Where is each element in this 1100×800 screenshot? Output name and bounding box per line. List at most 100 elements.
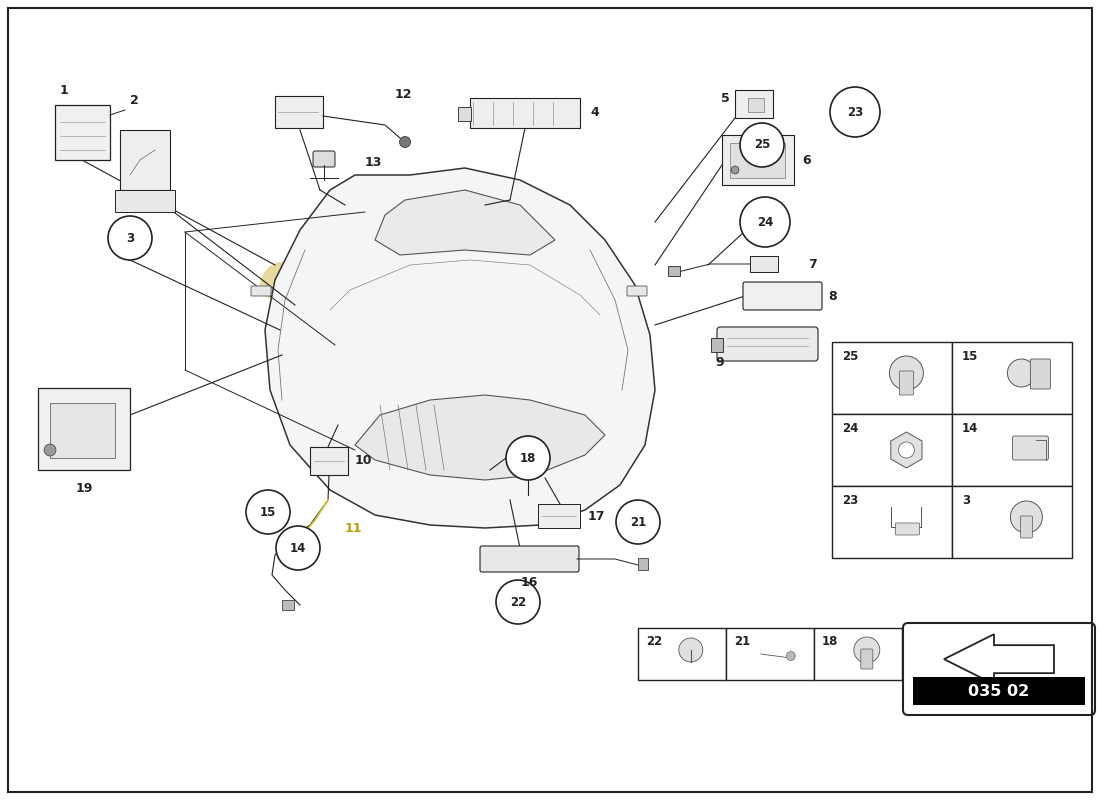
Bar: [638, 628, 726, 680]
Text: 23: 23: [847, 106, 864, 118]
Text: 9: 9: [715, 355, 724, 369]
FancyBboxPatch shape: [861, 649, 872, 669]
FancyBboxPatch shape: [730, 143, 785, 178]
FancyBboxPatch shape: [55, 105, 110, 160]
FancyBboxPatch shape: [538, 504, 580, 528]
Text: 22: 22: [646, 635, 662, 648]
Text: 21: 21: [630, 515, 646, 529]
FancyBboxPatch shape: [711, 338, 723, 352]
Circle shape: [679, 638, 703, 662]
Bar: [814, 628, 902, 680]
Text: 11: 11: [345, 522, 363, 534]
Text: 10: 10: [355, 454, 373, 467]
Bar: [726, 628, 814, 680]
Text: 1: 1: [60, 83, 68, 97]
FancyBboxPatch shape: [116, 190, 175, 212]
Circle shape: [899, 442, 914, 458]
Circle shape: [740, 123, 784, 167]
FancyBboxPatch shape: [748, 98, 764, 112]
Circle shape: [44, 444, 56, 456]
Circle shape: [399, 137, 410, 147]
Text: 24: 24: [757, 215, 773, 229]
Text: 035 02: 035 02: [968, 683, 1030, 698]
Text: 17: 17: [588, 510, 605, 522]
Circle shape: [276, 526, 320, 570]
FancyBboxPatch shape: [742, 282, 822, 310]
Bar: [832, 342, 952, 414]
FancyBboxPatch shape: [39, 388, 130, 470]
FancyBboxPatch shape: [310, 447, 348, 475]
FancyBboxPatch shape: [903, 623, 1094, 715]
Bar: [952, 414, 1072, 486]
Text: 12: 12: [395, 89, 412, 102]
Circle shape: [740, 197, 790, 247]
FancyBboxPatch shape: [638, 558, 648, 570]
Text: 14: 14: [289, 542, 306, 554]
FancyBboxPatch shape: [251, 286, 271, 296]
FancyBboxPatch shape: [1031, 359, 1050, 389]
FancyBboxPatch shape: [480, 546, 579, 572]
Circle shape: [616, 500, 660, 544]
Circle shape: [854, 637, 880, 663]
FancyBboxPatch shape: [120, 130, 170, 190]
Text: 18: 18: [520, 451, 536, 465]
FancyBboxPatch shape: [458, 107, 471, 121]
Circle shape: [1008, 359, 1035, 387]
FancyBboxPatch shape: [895, 523, 920, 535]
Text: 7: 7: [808, 258, 816, 270]
Bar: [913, 677, 1085, 705]
Text: 22: 22: [510, 595, 526, 609]
Circle shape: [732, 166, 739, 174]
FancyBboxPatch shape: [1012, 436, 1048, 460]
Text: 8: 8: [828, 290, 837, 302]
FancyBboxPatch shape: [282, 600, 294, 610]
Text: 25: 25: [754, 138, 770, 151]
Text: eurocars: eurocars: [250, 240, 611, 400]
Circle shape: [496, 580, 540, 624]
Circle shape: [506, 436, 550, 480]
Text: a passion for parts since 1985: a passion for parts since 1985: [280, 398, 538, 482]
FancyBboxPatch shape: [722, 135, 794, 185]
FancyBboxPatch shape: [275, 96, 323, 128]
Circle shape: [890, 356, 923, 390]
FancyBboxPatch shape: [717, 327, 818, 361]
Polygon shape: [355, 395, 605, 480]
Text: 15: 15: [962, 350, 978, 363]
Polygon shape: [265, 168, 654, 528]
Text: 4: 4: [590, 106, 598, 119]
FancyBboxPatch shape: [314, 151, 336, 167]
Polygon shape: [375, 190, 556, 255]
Text: 23: 23: [842, 494, 858, 507]
FancyBboxPatch shape: [50, 403, 116, 458]
Text: 19: 19: [75, 482, 92, 494]
Circle shape: [246, 490, 290, 534]
Text: 25: 25: [842, 350, 858, 363]
Text: 14: 14: [962, 422, 978, 435]
Polygon shape: [944, 634, 1054, 684]
Circle shape: [1011, 501, 1043, 533]
Bar: [952, 342, 1072, 414]
Circle shape: [108, 216, 152, 260]
Text: 2: 2: [130, 94, 139, 106]
Text: 18: 18: [822, 635, 838, 648]
Circle shape: [786, 651, 795, 661]
FancyBboxPatch shape: [735, 90, 773, 118]
Text: 5: 5: [722, 91, 730, 105]
Text: 15: 15: [260, 506, 276, 518]
Bar: [832, 486, 952, 558]
Text: 6: 6: [802, 154, 811, 166]
Text: 16: 16: [520, 575, 538, 589]
Text: 24: 24: [842, 422, 858, 435]
FancyBboxPatch shape: [668, 266, 680, 276]
Text: 3: 3: [125, 231, 134, 245]
Text: 13: 13: [365, 155, 383, 169]
Bar: [832, 414, 952, 486]
Circle shape: [830, 87, 880, 137]
FancyBboxPatch shape: [750, 256, 778, 272]
Text: 3: 3: [962, 494, 970, 507]
FancyBboxPatch shape: [627, 286, 647, 296]
FancyBboxPatch shape: [900, 371, 913, 395]
FancyBboxPatch shape: [1021, 516, 1033, 538]
FancyBboxPatch shape: [470, 98, 580, 128]
Text: 21: 21: [734, 635, 750, 648]
